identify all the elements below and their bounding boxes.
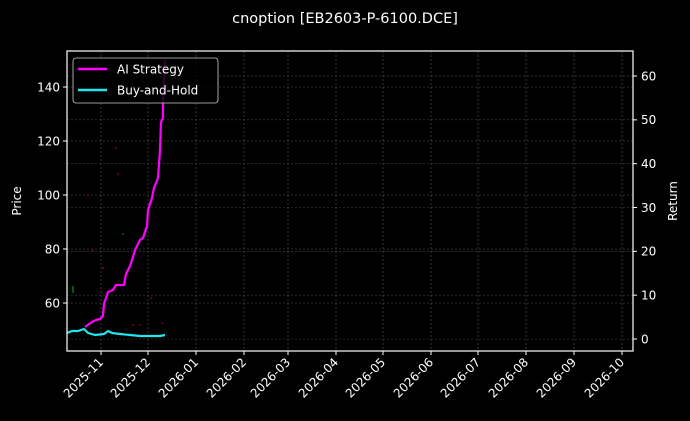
sell-marker xyxy=(92,249,94,251)
sell-marker xyxy=(132,324,134,326)
sell-marker xyxy=(150,297,152,299)
y-left-axis: 60 80 100 120 140 xyxy=(37,80,67,310)
y-left-axis-label: Price xyxy=(10,186,24,215)
sell-marker xyxy=(115,147,117,149)
y-right-tick-label: 30 xyxy=(641,201,656,215)
y-right-tick-label: 10 xyxy=(641,288,656,302)
y-right-tick-label: 0 xyxy=(641,332,649,346)
y-right-tick-label: 20 xyxy=(641,245,656,259)
y-right-tick-label: 60 xyxy=(641,69,656,83)
ai-strategy-line xyxy=(84,59,167,328)
chart-title: cnoption [EB2603-P-6100.DCE] xyxy=(232,11,458,27)
sell-marker xyxy=(87,194,89,196)
y-left-tick-label: 60 xyxy=(45,296,60,310)
y-right-axis-label: Return xyxy=(666,181,680,221)
plot-frame xyxy=(66,50,634,352)
legend: AI Strategy Buy-and-Hold xyxy=(72,57,219,104)
y-left-tick-label: 120 xyxy=(37,134,60,148)
y-left-tick-label: 80 xyxy=(45,242,60,256)
legend-box xyxy=(72,57,219,104)
sell-marker xyxy=(161,322,163,324)
sell-marker xyxy=(139,324,141,326)
trade-markers xyxy=(72,147,163,326)
sell-marker xyxy=(102,267,104,269)
y-right-tick-label: 40 xyxy=(641,157,656,171)
y-right-tick-label: 50 xyxy=(641,113,656,127)
buy-marker xyxy=(122,233,124,235)
legend-label-ai-strategy: AI Strategy xyxy=(117,63,184,77)
y-right-axis: 0 10 20 30 40 50 60 xyxy=(633,69,656,346)
y-left-tick-label: 100 xyxy=(37,188,60,202)
sell-marker xyxy=(117,173,119,175)
legend-label-buy-and-hold: Buy-and-Hold xyxy=(117,84,198,98)
y-left-tick-label: 140 xyxy=(37,80,60,94)
x-gridlines xyxy=(100,51,623,351)
buy-and-hold-line xyxy=(66,327,166,338)
